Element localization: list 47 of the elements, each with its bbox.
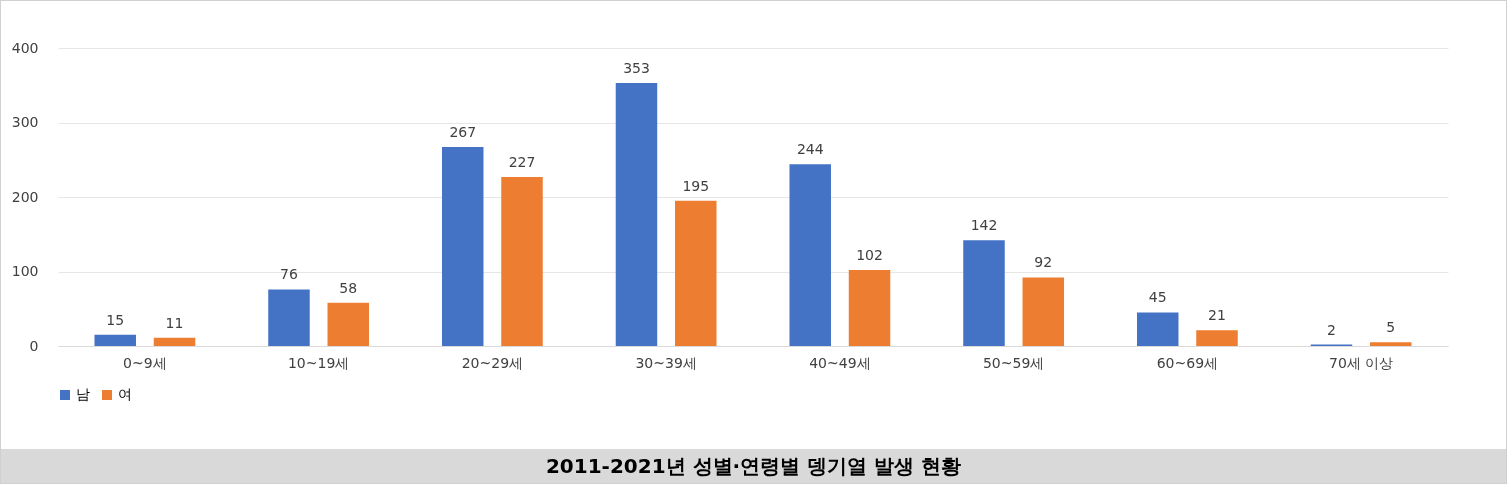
bar bbox=[153, 337, 196, 346]
data-label: 244 bbox=[796, 141, 824, 158]
bar bbox=[848, 270, 891, 346]
bar bbox=[789, 164, 831, 346]
data-label: 58 bbox=[339, 279, 358, 296]
bar bbox=[1370, 342, 1412, 346]
data-label: 142 bbox=[970, 217, 998, 234]
data-label: 267 bbox=[449, 124, 477, 141]
data-label: 92 bbox=[1034, 254, 1053, 271]
bar bbox=[441, 147, 484, 346]
bar bbox=[501, 176, 543, 346]
data-label: 353 bbox=[623, 60, 650, 77]
data-label: 102 bbox=[856, 247, 883, 264]
bar bbox=[1196, 330, 1238, 346]
data-label: 227 bbox=[508, 153, 536, 170]
x-tick-label: 50~59세 bbox=[982, 354, 1045, 371]
data-label: 11 bbox=[165, 314, 184, 331]
y-tick-label: 300 bbox=[11, 114, 39, 130]
x-tick-label: 60~69세 bbox=[1156, 354, 1219, 371]
bar bbox=[327, 302, 370, 346]
data-label: 45 bbox=[1148, 289, 1167, 306]
data-label: 2 bbox=[1327, 321, 1336, 338]
x-tick-label: 10~19세 bbox=[287, 354, 350, 371]
text: 2011-2021년 성별·연령별 뎅기열 발생 현황 bbox=[1, 449, 1506, 483]
data-label: 76 bbox=[280, 266, 298, 283]
legend-label: 남 bbox=[76, 386, 90, 402]
x-tick-label: 20~29세 bbox=[461, 354, 524, 371]
bar bbox=[268, 289, 310, 346]
legend-label: 여 bbox=[118, 386, 132, 402]
y-tick-label: 0 bbox=[29, 337, 39, 354]
bar bbox=[963, 240, 1005, 346]
data-label: 15 bbox=[106, 311, 125, 328]
data-label: 195 bbox=[682, 177, 710, 194]
bar bbox=[94, 334, 136, 346]
bar bbox=[1022, 277, 1065, 346]
bar bbox=[1136, 312, 1179, 346]
data-label: 21 bbox=[1208, 307, 1226, 324]
x-tick-label: 30~39세 bbox=[635, 354, 697, 371]
data-label: 5 bbox=[1386, 319, 1396, 336]
x-tick-label: 0~9세 bbox=[123, 354, 167, 371]
bar bbox=[675, 200, 717, 346]
x-tick-label: 70세 이상 bbox=[1328, 354, 1394, 371]
y-tick-label: 200 bbox=[11, 188, 39, 205]
x-tick-label: 40~49세 bbox=[809, 354, 871, 371]
bar bbox=[615, 83, 658, 346]
y-tick-label: 100 bbox=[11, 263, 39, 279]
y-tick-label: 400 bbox=[11, 39, 39, 56]
